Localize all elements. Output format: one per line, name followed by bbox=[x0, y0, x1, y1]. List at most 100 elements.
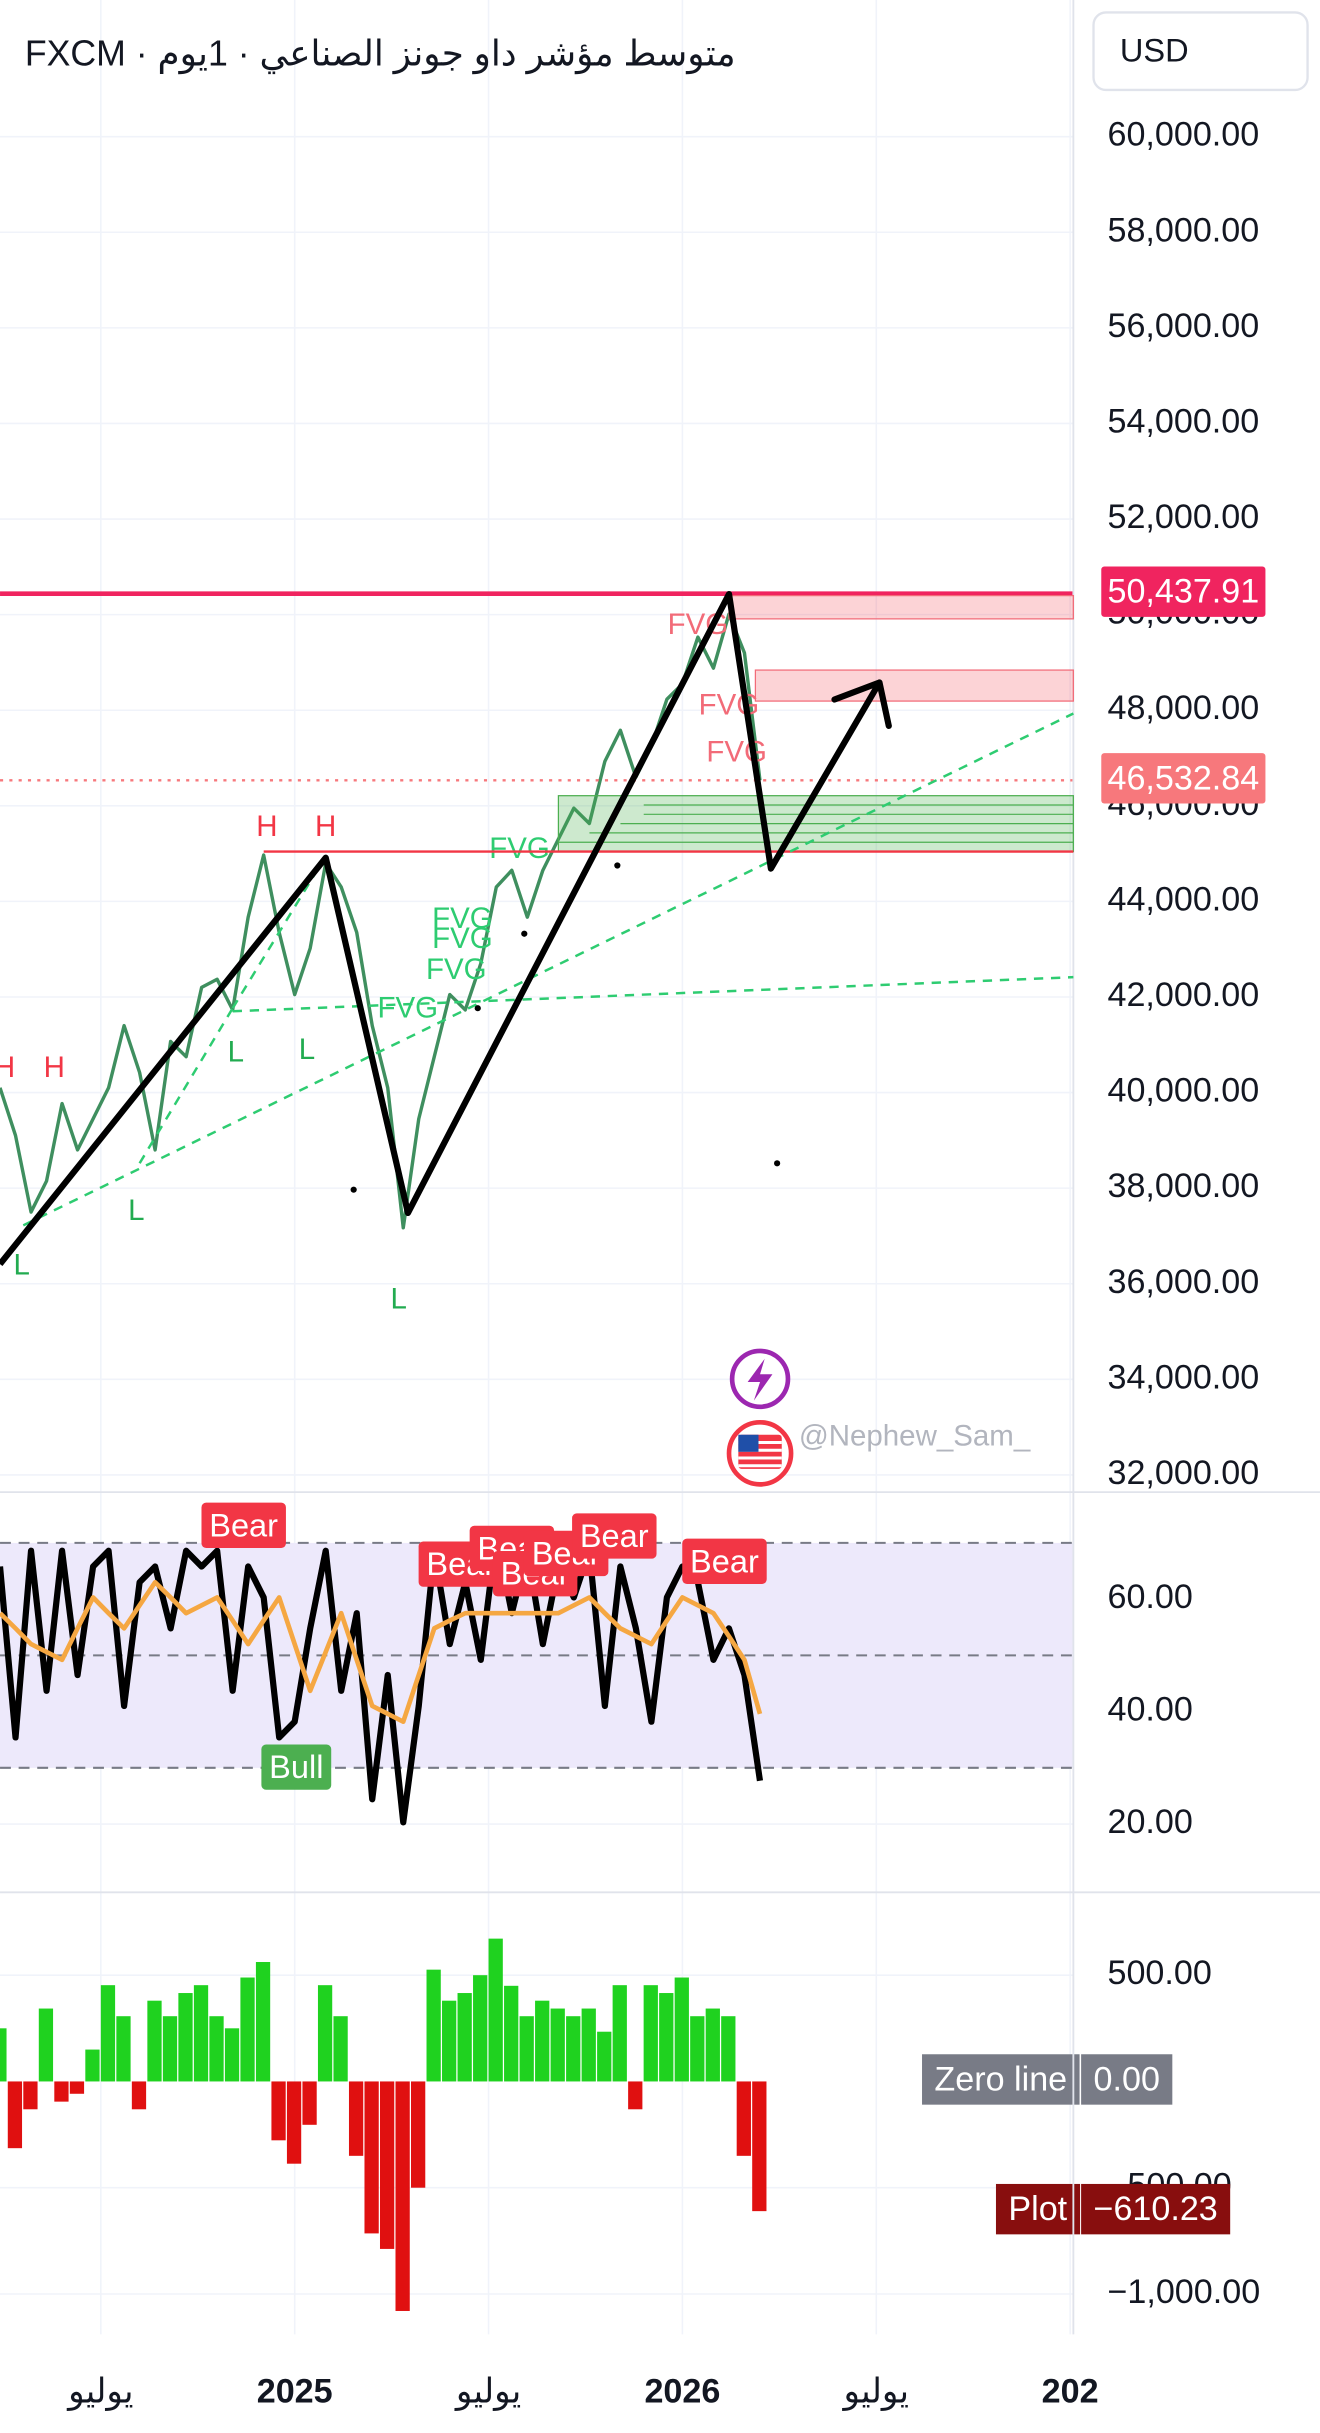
badge-value-bg bbox=[1081, 2183, 1231, 2235]
bar bbox=[659, 1993, 674, 2082]
bar bbox=[209, 2016, 224, 2082]
annotation: H bbox=[315, 810, 336, 843]
bar bbox=[535, 2000, 550, 2082]
trend-line bbox=[22, 712, 1074, 1227]
bar bbox=[85, 2049, 100, 2082]
annotation: H bbox=[44, 1051, 65, 1084]
y-tick-label: 38,000.00 bbox=[1107, 1167, 1259, 1205]
bar bbox=[100, 1985, 116, 2082]
x-tick-label: 2026 bbox=[644, 2372, 720, 2410]
bar bbox=[0, 2028, 7, 2082]
bar bbox=[54, 2081, 69, 2102]
badge-value: 0.00 bbox=[1094, 2060, 1160, 2098]
annotation: L bbox=[13, 1248, 29, 1281]
supply-zone bbox=[754, 669, 1074, 702]
annotation: L bbox=[299, 1033, 315, 1066]
price-badge-label: 46,532.84 bbox=[1107, 759, 1259, 797]
annotation: FVG bbox=[432, 922, 493, 955]
y-tick-label: 32,000.00 bbox=[1107, 1454, 1259, 1492]
drawings: @Nephew_Sam_ FXCM · متوسط مؤشر داو جونز … bbox=[0, 0, 1320, 2335]
bar bbox=[147, 2000, 162, 2082]
bar bbox=[379, 2081, 395, 2249]
y-tick-label: 60,000.00 bbox=[1107, 116, 1259, 154]
demand-zone-lines bbox=[558, 804, 1074, 843]
y-tick-label: −1,000.00 bbox=[1107, 2273, 1260, 2311]
bar bbox=[178, 1993, 193, 2082]
bar bbox=[271, 2081, 286, 2141]
bar bbox=[628, 2081, 643, 2110]
y-tick-label: 40,000.00 bbox=[1107, 1072, 1259, 1110]
signal-label: Bear bbox=[690, 1543, 759, 1579]
bar bbox=[643, 1985, 658, 2082]
bar bbox=[736, 2081, 751, 2156]
dots bbox=[350, 862, 781, 1193]
annotation: FVG bbox=[426, 953, 487, 986]
bar bbox=[131, 2081, 147, 2110]
path-drawing bbox=[0, 590, 883, 1267]
x-tick-label: يوليو bbox=[842, 2372, 909, 2411]
y-tick-label: 58,000.00 bbox=[1107, 211, 1259, 249]
price-badge-label: 50,437.91 bbox=[1107, 573, 1259, 611]
annotation: L bbox=[391, 1282, 407, 1315]
bar bbox=[705, 2008, 720, 2082]
annotation: FVG bbox=[377, 992, 438, 1025]
y-tick-label: 36,000.00 bbox=[1107, 1263, 1259, 1301]
bar bbox=[752, 2081, 767, 2212]
bar bbox=[302, 2081, 317, 2125]
bar bbox=[519, 2016, 534, 2082]
badge-label-bg bbox=[922, 2054, 1080, 2105]
badge-label: Plot bbox=[1008, 2190, 1067, 2228]
bar bbox=[286, 2081, 302, 2164]
y-tick-label: 52,000.00 bbox=[1107, 498, 1259, 536]
bar bbox=[504, 1985, 519, 2082]
y-tick-label: 54,000.00 bbox=[1107, 402, 1259, 440]
bar bbox=[550, 2008, 565, 2082]
y-tick-label: 34,000.00 bbox=[1107, 1358, 1259, 1396]
bar bbox=[488, 1938, 503, 2082]
badge-label: Zero line bbox=[934, 2060, 1067, 2098]
bar bbox=[116, 2016, 131, 2082]
series-line bbox=[0, 1532, 764, 1826]
bar bbox=[442, 2000, 457, 2082]
bar bbox=[473, 1975, 488, 2082]
bar bbox=[193, 1985, 209, 2082]
series-line bbox=[0, 612, 762, 1230]
price-badge bbox=[1101, 753, 1266, 804]
signal-badge bbox=[261, 1744, 332, 1790]
bar bbox=[333, 2016, 348, 2082]
annotation: L bbox=[228, 1036, 244, 1069]
signal-label: Bull bbox=[269, 1749, 323, 1785]
bar bbox=[566, 2016, 581, 2082]
y-tick-label: 40.00 bbox=[1107, 1691, 1192, 1729]
annotation: H bbox=[0, 1051, 15, 1084]
bar bbox=[162, 2016, 178, 2082]
bar bbox=[7, 2081, 23, 2149]
bar bbox=[348, 2081, 364, 2156]
badge-value-bg bbox=[1081, 2054, 1173, 2105]
y-tick-label: 42,000.00 bbox=[1107, 976, 1259, 1014]
bar bbox=[690, 2016, 705, 2082]
bar bbox=[69, 2081, 85, 2094]
bar bbox=[411, 2081, 426, 2188]
y-tick-label: 44,000.00 bbox=[1107, 880, 1259, 918]
bar bbox=[674, 1977, 689, 2082]
chart-title: FXCM · متوسط مؤشر داو جونز الصناعي · 1يو… bbox=[25, 33, 736, 74]
watermark: @Nephew_Sam_ bbox=[799, 1420, 1031, 1453]
bar bbox=[395, 2081, 410, 2311]
y-tick-label: 60.00 bbox=[1107, 1578, 1192, 1616]
bar bbox=[612, 1985, 627, 2082]
series-line bbox=[0, 1579, 763, 1725]
arrow-head bbox=[831, 679, 892, 730]
bar bbox=[581, 2008, 596, 2082]
price-badge bbox=[1101, 566, 1266, 617]
currency-label: USD bbox=[1120, 32, 1189, 68]
badge-value: −610.23 bbox=[1094, 2190, 1218, 2228]
flag-glyph bbox=[738, 1434, 782, 1469]
bar bbox=[317, 1985, 333, 2082]
supply-zone bbox=[728, 594, 1074, 620]
bar bbox=[597, 2031, 612, 2082]
annotation: H bbox=[256, 810, 277, 843]
y-tick-label: 20.00 bbox=[1107, 1803, 1192, 1841]
currency-button[interactable] bbox=[1092, 11, 1309, 92]
